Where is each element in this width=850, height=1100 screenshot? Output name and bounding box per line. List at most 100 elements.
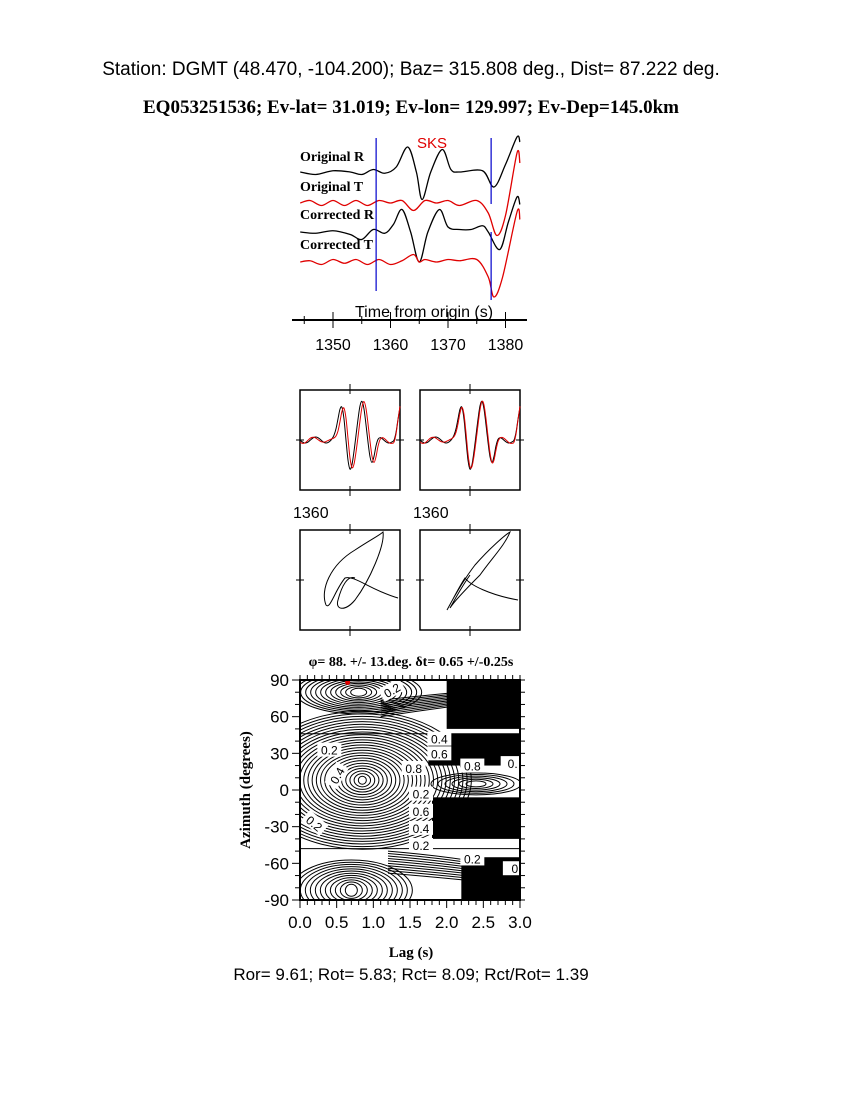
particle-motion-frame xyxy=(419,529,521,631)
y-tick-label: 90 xyxy=(270,671,289,690)
component-panels xyxy=(296,384,524,496)
contour-label: 0.2 xyxy=(409,786,433,802)
contour-ring xyxy=(307,744,418,816)
waveform-panel xyxy=(300,135,521,300)
contour-ring xyxy=(300,731,439,829)
contour-label: 0.2 xyxy=(317,742,342,758)
contour-label-text: 0.6 xyxy=(431,747,448,761)
contour-label-bg xyxy=(460,758,485,773)
contour-ring xyxy=(324,874,378,900)
time-tick-label: 1370 xyxy=(430,337,466,354)
contour-ring xyxy=(329,877,373,900)
contour-label: 0.8 xyxy=(460,758,485,774)
slow-component-trace xyxy=(419,400,521,469)
trace-original-t xyxy=(300,149,521,237)
contour-field: 0.20.20.40.60.8 0.0.40.20.80.60.40.20.20.… xyxy=(300,680,520,900)
contour-ring xyxy=(353,773,372,788)
contour-label-text: 0.2 xyxy=(413,788,430,802)
particle-motion-path xyxy=(323,530,399,609)
trace-label-corrected-r: Corrected R xyxy=(300,208,375,223)
particle-motion-panels xyxy=(296,524,524,636)
contour-ring xyxy=(458,778,494,789)
station-info: Station: DGMT (48.470, -104.200); Baz= 3… xyxy=(102,59,720,80)
contour-label-bg xyxy=(409,820,433,835)
contour-ring xyxy=(305,680,413,712)
y-tick-label: -90 xyxy=(264,891,289,910)
contour-title: φ= 88. +/- 13.deg. δt= 0.65 +/-0.25s xyxy=(309,655,514,670)
contour-label: 0.6 xyxy=(427,746,452,761)
contour-ring xyxy=(430,772,520,796)
contour-ring xyxy=(334,879,368,900)
x-tick-label: 0.0 xyxy=(288,913,312,932)
contour-label-bg xyxy=(427,731,452,746)
contour-label: 0.4 xyxy=(409,820,433,836)
contour-ring xyxy=(300,859,413,900)
contour-ring xyxy=(335,682,383,702)
panel-tick-label-left: 1360 xyxy=(293,505,329,522)
y-axis-label: Azimuth (degrees) xyxy=(238,731,254,849)
contour-label-bg xyxy=(317,742,342,757)
contour-ring xyxy=(339,881,363,899)
trace-label-original-t: Original T xyxy=(300,180,364,195)
x-axis-label: Lag (s) xyxy=(389,945,434,961)
best-fit-marker xyxy=(345,680,351,685)
contour-label-text: 0.4 xyxy=(413,822,430,836)
x-tick-label: 2.5 xyxy=(472,913,496,932)
contour-label-bg xyxy=(502,861,520,876)
contour-label-text: 0.2 xyxy=(464,852,481,866)
contour-ring xyxy=(357,775,367,785)
contour-line xyxy=(380,697,520,718)
time-tick-label: 1380 xyxy=(488,337,524,354)
contour-label: 0.2 xyxy=(409,838,433,853)
contour-line xyxy=(380,692,520,710)
contour-ring xyxy=(344,883,358,897)
contour-label-bg xyxy=(500,756,520,771)
contour-label-bg xyxy=(377,680,406,702)
contour-ring xyxy=(300,728,443,832)
time-tick-label: 1350 xyxy=(315,337,351,354)
contour-label-bg xyxy=(300,809,329,837)
contour-label-bg xyxy=(409,803,433,818)
x-tick-label: 3.0 xyxy=(508,913,532,932)
particle-motion-path xyxy=(446,530,519,611)
contour-ring xyxy=(350,687,368,697)
contour-ring xyxy=(300,680,423,715)
contour-ring xyxy=(340,684,378,700)
contour-ring xyxy=(309,868,393,900)
contour-ring xyxy=(341,765,384,796)
contour-ring xyxy=(300,726,447,835)
contour-label: 0.2 xyxy=(460,851,485,866)
contour-ring xyxy=(345,686,373,699)
trace-original-r xyxy=(300,135,521,201)
contour-line xyxy=(380,695,520,714)
contour-label: 0. xyxy=(500,756,520,771)
contour-ring xyxy=(437,773,515,794)
x-tick-label: 1.0 xyxy=(362,913,386,932)
contour-label: 0.4 xyxy=(427,731,452,747)
contour-line xyxy=(380,696,520,716)
contour-ring xyxy=(300,736,430,824)
fast-component-trace xyxy=(419,400,521,470)
contour-ring xyxy=(300,723,451,837)
trace-corrected-t xyxy=(300,208,521,298)
contour-label-bg xyxy=(409,838,433,852)
contour-ring xyxy=(324,754,401,806)
contour-ring xyxy=(345,767,380,793)
component-panel-frame xyxy=(419,389,521,491)
contour-ring xyxy=(300,715,464,845)
contour-label-text: 0.2 xyxy=(321,744,338,758)
component-panel-frame xyxy=(299,389,401,491)
contour-line xyxy=(387,872,520,887)
trace-corrected-r xyxy=(300,195,521,263)
time-axis-label: Time from origin (s) xyxy=(355,304,493,321)
fast-component-trace xyxy=(299,400,401,470)
contour-label-text: 0.8 xyxy=(464,760,481,774)
contour-label-text: 0. xyxy=(508,757,518,771)
contour-ring xyxy=(314,870,388,900)
x-tick-label: 0.5 xyxy=(325,913,349,932)
contour-label-bg xyxy=(409,786,433,801)
contour-label-text: 0.6 xyxy=(413,805,430,819)
slow-component-trace xyxy=(299,401,401,469)
contour-label: 0 xyxy=(502,861,520,876)
